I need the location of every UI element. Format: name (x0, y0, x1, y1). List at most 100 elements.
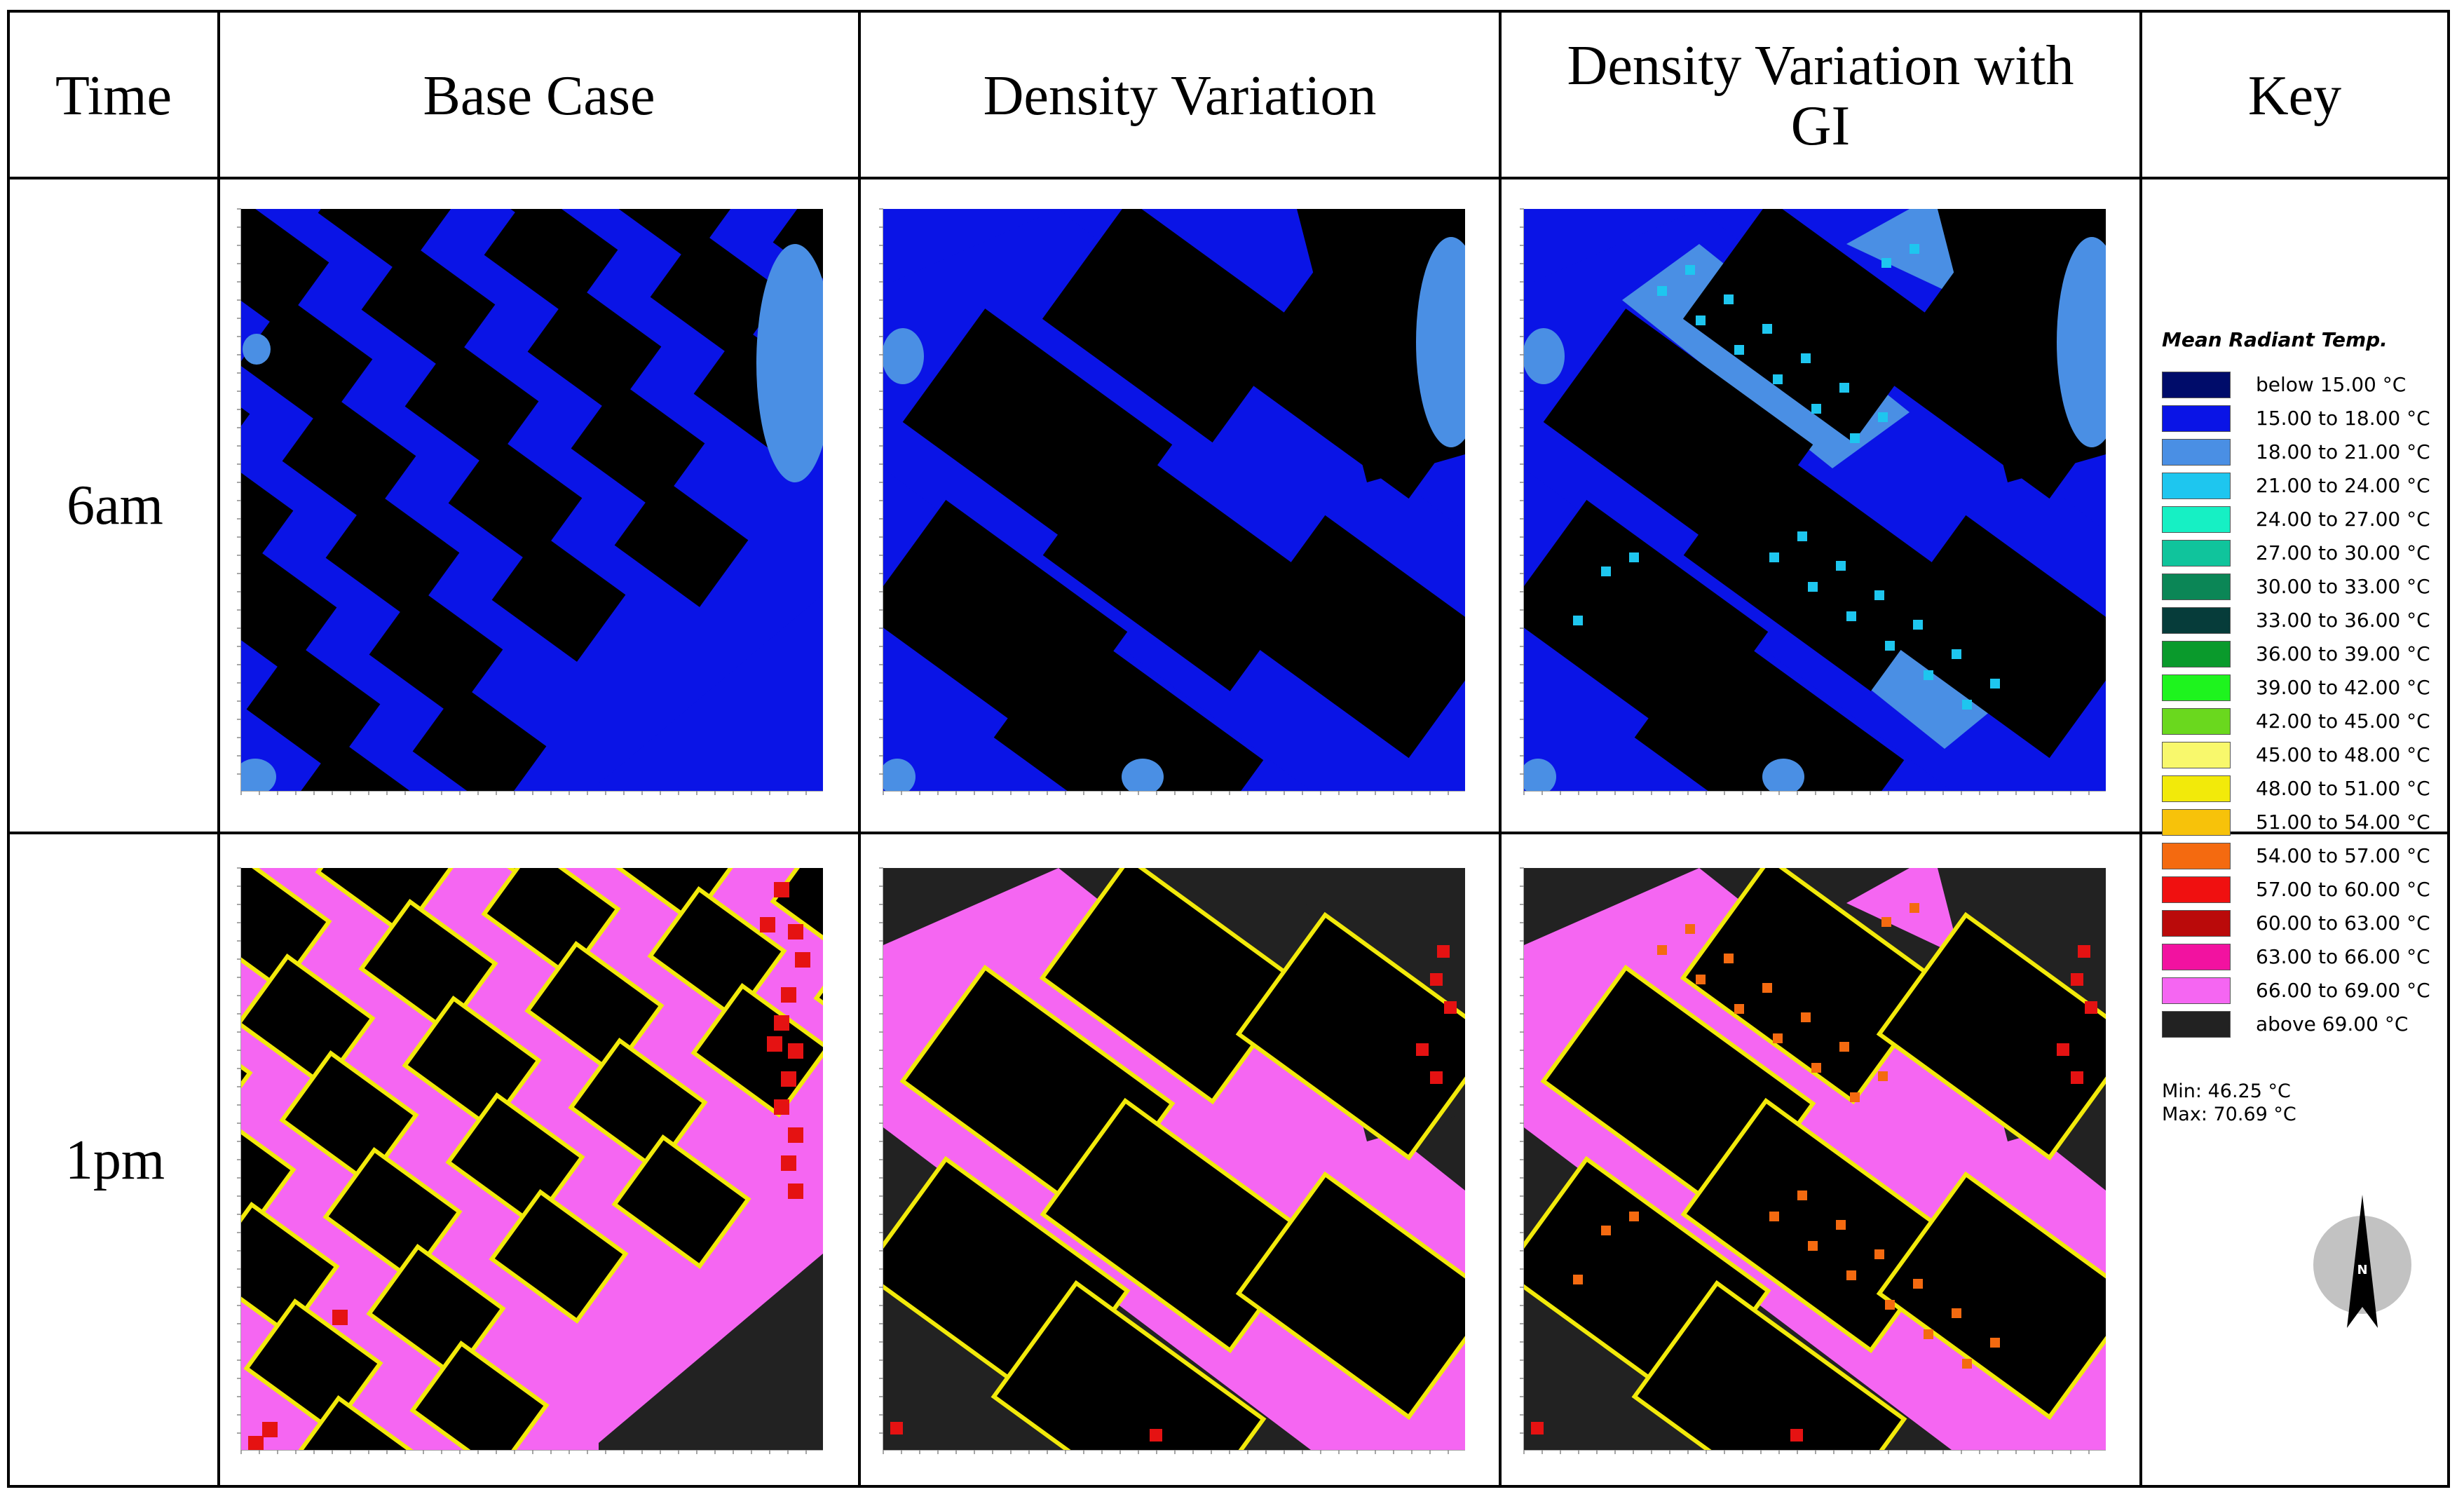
tree-marker (1790, 1429, 1803, 1442)
north-label: N (2357, 1263, 2367, 1277)
tree-marker (1629, 552, 1639, 562)
tree-marker (1696, 975, 1706, 984)
legend-label: 27.00 to 30.00 °C (2256, 541, 2430, 564)
column-divider (2139, 13, 2142, 1485)
map-6am-density-variation (876, 202, 1479, 805)
building-block (404, 339, 539, 468)
legend-swatch (2162, 775, 2231, 802)
legend-label: 39.00 to 42.00 °C (2256, 676, 2430, 699)
building-block (571, 381, 705, 510)
tree-marker (1762, 983, 1772, 993)
map-6am-base-case (234, 202, 837, 805)
tree-marker (1685, 924, 1695, 934)
building-block (241, 297, 373, 426)
tree-marker (774, 1015, 789, 1031)
tree-marker (1430, 973, 1443, 986)
building-block (1235, 1171, 1465, 1420)
tree-marker (2071, 1071, 2083, 1084)
legend-swatch (2162, 674, 2231, 701)
building-block (650, 230, 784, 359)
map-1pm-density-variation-svg (879, 867, 1465, 1463)
tree-marker (1808, 1241, 1818, 1251)
tree-marker (1850, 1092, 1860, 1102)
legend-label: 57.00 to 60.00 °C (2256, 878, 2430, 901)
park-area (2057, 237, 2106, 447)
header-density-variation: Density Variation (983, 65, 1377, 127)
legend-swatch (2162, 574, 2231, 600)
header-time: Time (55, 65, 172, 127)
tree-marker (1573, 616, 1583, 625)
tree-marker (788, 1183, 803, 1199)
map-layer (241, 202, 837, 791)
building-block (241, 1104, 297, 1240)
building-block (1634, 624, 1905, 791)
tree-marker (1769, 1212, 1779, 1221)
legend-label: 36.00 to 39.00 °C (2256, 642, 2430, 665)
tree-marker (1430, 1071, 1443, 1084)
park-area (243, 334, 271, 365)
park-area (1416, 237, 1465, 447)
building-block (489, 1188, 629, 1324)
tree-marker (1839, 1042, 1849, 1052)
building-block (366, 1243, 506, 1379)
map-1pm-base-case (234, 861, 837, 1464)
building-block (241, 209, 329, 330)
building-block (1879, 515, 2106, 759)
tree-marker (897, 1450, 910, 1463)
building-block (730, 202, 837, 208)
tree-marker (1773, 1033, 1783, 1043)
building-block (611, 1134, 751, 1270)
tree-marker (1437, 945, 1450, 958)
tree-marker (1811, 1063, 1821, 1073)
tree-marker (1769, 552, 1779, 562)
tree-marker (2078, 945, 2090, 958)
building-block (318, 209, 452, 275)
tree-marker (774, 882, 789, 897)
tree-marker (1850, 433, 1860, 443)
tree-marker (890, 1422, 903, 1434)
building-block (1235, 911, 1465, 1161)
tree-marker (1878, 1071, 1888, 1081)
building-block (484, 209, 618, 317)
tree-marker (795, 952, 810, 968)
building-block (568, 1037, 708, 1173)
building-block (241, 545, 337, 674)
legend-swatch (2162, 944, 2231, 970)
results-table: Time Base Case Density Variation Density… (7, 10, 2450, 1488)
building-block (361, 243, 496, 372)
building-block (282, 394, 416, 523)
tree-marker (1878, 412, 1888, 422)
legend-label: 18.00 to 21.00 °C (2256, 440, 2430, 463)
legend-swatch (2162, 809, 2231, 836)
legend-label: 30.00 to 33.00 °C (2256, 575, 2430, 598)
building-block (243, 1298, 383, 1434)
building-block (527, 285, 662, 414)
park-area (883, 759, 916, 791)
column-divider (858, 13, 861, 1485)
tree-marker (1601, 1226, 1611, 1235)
map-1pm-density-variation-gi-svg (1520, 867, 2106, 1454)
tree-marker (1416, 1043, 1429, 1056)
building-block (448, 436, 583, 565)
tree-marker (760, 917, 775, 932)
tree-marker (1836, 1220, 1846, 1230)
tree-marker (1913, 620, 1923, 630)
legend-swatch (2162, 708, 2231, 735)
tree-marker (1797, 531, 1807, 541)
tree-marker (1801, 1012, 1811, 1022)
map-1pm-density-variation (876, 861, 1479, 1464)
tree-marker (1836, 561, 1846, 571)
legend-swatch (2162, 405, 2231, 432)
building-block (770, 868, 823, 967)
map-6am-density-variation-svg (879, 208, 1465, 795)
legend-label: 24.00 to 27.00 °C (2256, 508, 2430, 531)
tree-marker (1881, 917, 1891, 927)
legend-swatch (2162, 473, 2231, 499)
building-block (241, 868, 332, 992)
building-block (279, 1050, 419, 1186)
tree-marker (1874, 1249, 1884, 1259)
tree-marker (1990, 1338, 2000, 1348)
tree-marker (788, 924, 803, 940)
map-layer (883, 868, 1465, 1463)
map-6am-density-variation-gi-svg (1520, 208, 2106, 795)
